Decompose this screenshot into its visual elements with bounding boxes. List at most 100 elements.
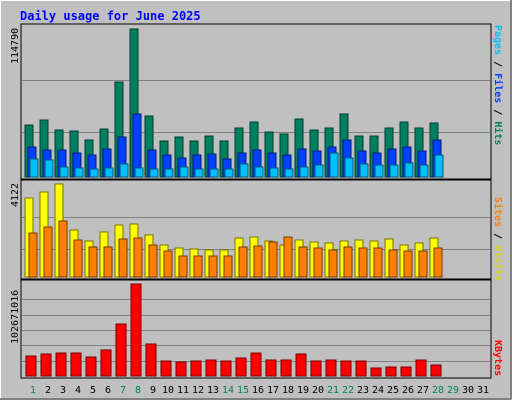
bar-pages xyxy=(209,168,219,178)
bar-pages xyxy=(389,164,399,178)
bar-pages xyxy=(74,167,84,178)
bar-kbytes xyxy=(430,364,442,377)
bar-kbytes xyxy=(160,360,172,377)
bar-kbytes xyxy=(295,353,307,377)
x-tick-label: 21 xyxy=(327,385,339,396)
bar-sites xyxy=(403,250,413,278)
x-axis-labels: 1 2 3 4 5 6 7 8 9 10 11 12 13 14 15 16 17 18 19 20 21 22 23 24 2… xyxy=(30,385,489,396)
bar-pages xyxy=(359,163,369,178)
legend-sep: / xyxy=(492,55,503,73)
x-tick-label: 4 xyxy=(75,385,81,396)
x-tick-label: 22 xyxy=(342,385,354,396)
bar-kbytes xyxy=(340,360,352,377)
x-tick-label: 23 xyxy=(357,385,369,396)
bar-sites xyxy=(238,246,248,278)
bar-pages xyxy=(284,168,294,178)
bar-kbytes xyxy=(25,355,37,377)
x-tick-label: 15 xyxy=(237,385,249,396)
bar-pages xyxy=(434,154,444,178)
x-tick-label: 6 xyxy=(105,385,111,396)
x-tick-label: 8 xyxy=(135,385,141,396)
bar-kbytes xyxy=(235,357,247,377)
bar-pages xyxy=(329,152,339,178)
bar-kbytes xyxy=(115,323,127,377)
x-tick-label: 16 xyxy=(252,385,264,396)
bar-kbytes xyxy=(205,359,217,377)
bar-sites xyxy=(313,247,323,278)
bar-pages xyxy=(149,168,159,178)
bar-pages xyxy=(299,166,309,178)
ymax-label-bottom: 102671016 xyxy=(10,290,21,344)
x-tick-label: 31 xyxy=(477,385,489,396)
x-tick-label: 7 xyxy=(120,385,126,396)
bar-pages xyxy=(314,164,324,178)
legend-pages: Pages xyxy=(492,25,503,55)
legend-sep: / xyxy=(492,103,503,121)
x-tick-label: 5 xyxy=(90,385,96,396)
bar-pages xyxy=(254,166,264,178)
bar-sites xyxy=(223,255,233,278)
bar-pages xyxy=(344,157,354,178)
bar-kbytes xyxy=(220,360,232,377)
bar-sites xyxy=(178,255,188,278)
bar-sites xyxy=(118,238,128,278)
bar-kbytes xyxy=(55,352,67,377)
bar-kbytes xyxy=(370,367,382,377)
x-tick-label: 30 xyxy=(462,385,474,396)
bar-sites xyxy=(418,250,428,278)
legend-bottom: KBytes xyxy=(492,340,503,376)
bar-pages xyxy=(29,158,39,178)
bar-sites xyxy=(388,249,398,278)
ymax-label-middle: 4122 xyxy=(10,183,21,207)
bar-sites xyxy=(208,255,218,278)
bar-kbytes xyxy=(310,360,322,377)
bar-kbytes xyxy=(85,356,97,377)
bar-kbytes xyxy=(355,360,367,377)
bar-pages xyxy=(119,163,129,178)
x-tick-label: 19 xyxy=(297,385,309,396)
bar-sites xyxy=(28,232,38,278)
bar-sites xyxy=(88,246,98,278)
bar-kbytes xyxy=(100,349,112,377)
bar-kbytes xyxy=(130,283,142,377)
bar-sites xyxy=(298,246,308,278)
bar-sites xyxy=(133,237,143,278)
bar-sites xyxy=(148,244,158,278)
x-tick-label: 12 xyxy=(192,385,204,396)
x-tick-label: 26 xyxy=(402,385,414,396)
bar-sites xyxy=(433,247,443,278)
x-tick-label: 14 xyxy=(222,385,234,396)
legend-hits: Hits xyxy=(492,121,504,145)
bar-kbytes xyxy=(175,361,187,377)
legend-top: Pages / Files / Hits xyxy=(492,25,504,145)
bar-kbytes xyxy=(265,359,277,377)
bar-kbytes xyxy=(400,366,412,377)
x-tick-label: 28 xyxy=(432,385,444,396)
bar-pages xyxy=(104,167,114,178)
bar-kbytes xyxy=(70,352,82,377)
bar-kbytes xyxy=(190,360,202,377)
bar-pages xyxy=(134,167,144,178)
legend-visits: Visits xyxy=(492,245,504,281)
x-tick-label: 29 xyxy=(447,385,459,396)
bar-kbytes xyxy=(145,343,157,377)
bar-pages xyxy=(179,166,189,178)
legend-kbytes: KBytes xyxy=(492,340,503,376)
x-tick-label: 3 xyxy=(60,385,66,396)
bar-pages xyxy=(419,164,429,178)
bar-kbytes xyxy=(280,359,292,377)
bar-sites xyxy=(343,246,353,278)
x-tick-label: 20 xyxy=(312,385,324,396)
bar-kbytes xyxy=(40,353,52,377)
x-tick-label: 11 xyxy=(177,385,189,396)
legend-sep: / xyxy=(492,227,503,245)
bar-pages xyxy=(164,168,174,178)
bar-pages xyxy=(194,168,204,178)
bar-sites xyxy=(163,250,173,278)
x-tick-label: 24 xyxy=(372,385,384,396)
bar-sites xyxy=(253,245,263,278)
bar-kbytes xyxy=(415,359,427,377)
legend-middle: Sites / Visits xyxy=(492,197,504,281)
ymax-label-top: 114790 xyxy=(10,28,21,64)
bar-pages xyxy=(404,162,414,178)
